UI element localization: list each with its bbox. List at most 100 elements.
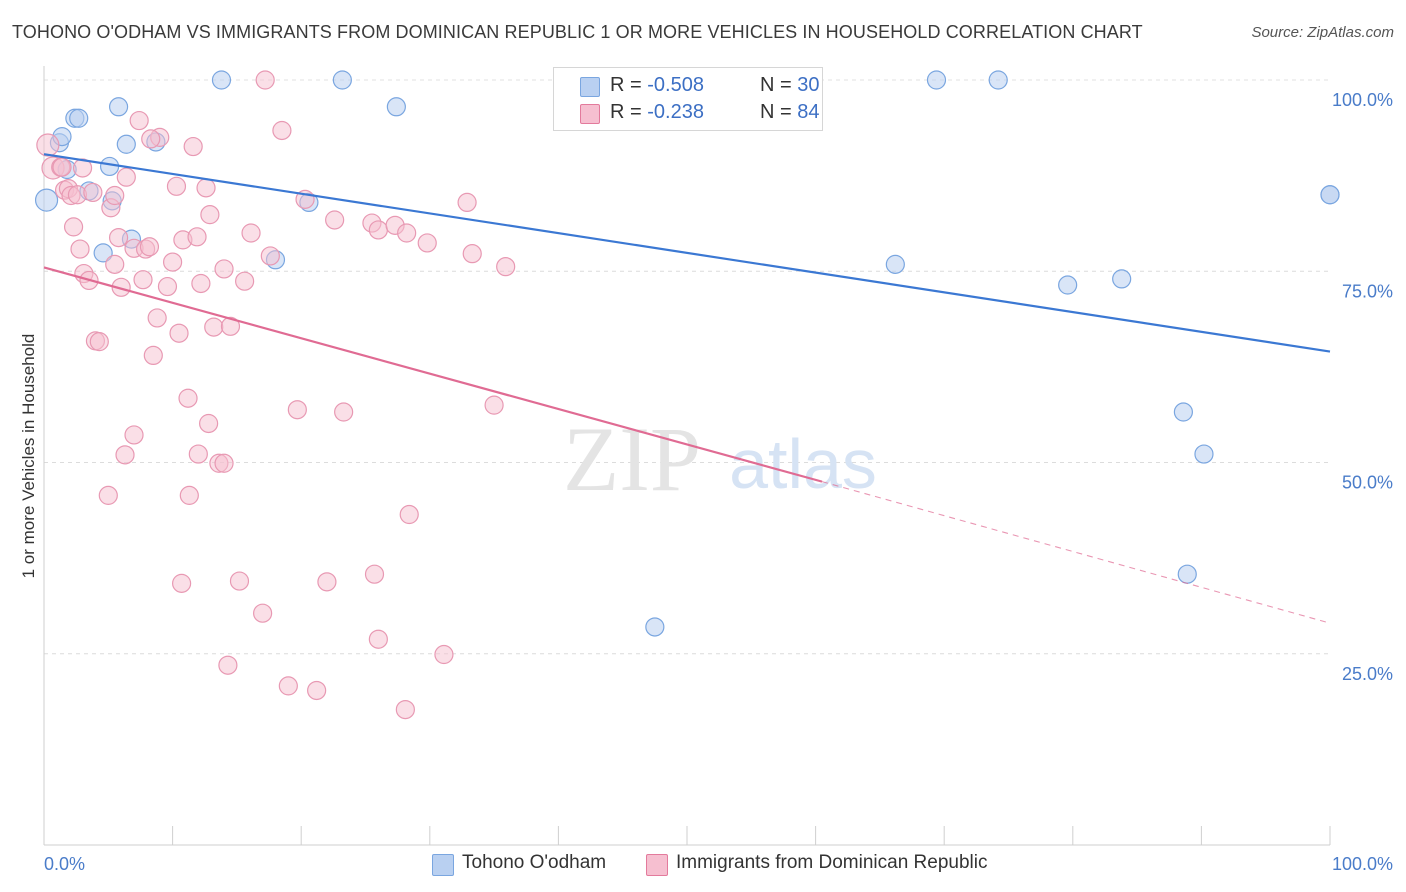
dominican-point-78 bbox=[278, 676, 298, 696]
dominican-point-75 bbox=[364, 564, 385, 584]
dominican-point-70 bbox=[214, 453, 234, 473]
tohono-point-29 bbox=[1320, 185, 1340, 205]
dominican-point-60 bbox=[462, 244, 482, 264]
dominican-point-33 bbox=[178, 388, 198, 408]
chart-title: TOHONO O'ODHAM VS IMMIGRANTS FROM DOMINI… bbox=[12, 22, 1143, 42]
dominican-point-41 bbox=[214, 259, 234, 279]
dominican-point-28 bbox=[157, 276, 178, 297]
dominican-point-66 bbox=[124, 425, 144, 445]
chart-source: Source: ZipAtlas.com bbox=[1251, 24, 1394, 41]
dominican-point-76 bbox=[368, 629, 388, 649]
dominican-point-67 bbox=[179, 485, 199, 505]
dominican-point-12 bbox=[83, 182, 103, 203]
y-tick-label-100: 100.0% bbox=[1332, 90, 1393, 110]
dominican-point-58 bbox=[434, 644, 454, 665]
tohono-point-23 bbox=[1058, 275, 1078, 295]
legend-r-tohono: R = -0.508 bbox=[610, 74, 704, 96]
series-legend: Tohono O'odham Immigrants from Dominican… bbox=[0, 851, 1406, 879]
dominican-point-74 bbox=[317, 572, 337, 592]
dominican-point-46 bbox=[272, 120, 292, 141]
dominican-point-80 bbox=[255, 70, 275, 90]
dominican-point-61 bbox=[484, 395, 504, 415]
dominican-trend-extension bbox=[821, 481, 1331, 624]
dominican-point-0 bbox=[36, 133, 60, 157]
legend-swatch-dominican bbox=[646, 854, 668, 876]
tohono-point-17 bbox=[332, 70, 352, 90]
grid-lines bbox=[44, 79, 1330, 655]
tohono-point-11 bbox=[116, 134, 136, 154]
dominican-point-31 bbox=[169, 323, 189, 343]
tohono-point-0 bbox=[34, 188, 59, 212]
dominican-point-50 bbox=[325, 210, 345, 230]
correlation-legend: R = -0.508 N = 30 R = -0.238 N = 84 bbox=[553, 67, 823, 131]
dominican-point-64 bbox=[98, 485, 118, 505]
tohono-point-7 bbox=[93, 243, 113, 263]
y-tick-label-25: 25.0% bbox=[1342, 664, 1393, 684]
tohono-point-14 bbox=[211, 70, 232, 90]
dominican-point-71 bbox=[172, 573, 192, 593]
x-tick-label-min: 0.0% bbox=[44, 854, 85, 874]
dominican-point-51 bbox=[334, 402, 354, 422]
dominican-point-25 bbox=[143, 345, 163, 365]
dominican-point-3 bbox=[52, 157, 72, 177]
dominican-point-83 bbox=[105, 185, 125, 206]
legend-label-dominican: Immigrants from Dominican Republic bbox=[676, 852, 988, 873]
dominican-point-68 bbox=[188, 444, 208, 464]
tohono-point-27 bbox=[1194, 444, 1214, 464]
tohono-point-25 bbox=[1173, 402, 1193, 422]
dominican-point-55 bbox=[397, 223, 417, 243]
tohono-point-22 bbox=[988, 70, 1008, 90]
dominican-point-14 bbox=[89, 332, 109, 352]
legend-n-tohono: N = 30 bbox=[760, 74, 820, 96]
y-tick-label-75: 75.0% bbox=[1342, 281, 1393, 301]
dominican-point-81 bbox=[141, 129, 161, 149]
dominican-point-34 bbox=[183, 136, 203, 157]
legend-n-dominican: N = 84 bbox=[760, 101, 820, 123]
dominican-point-73 bbox=[253, 603, 273, 623]
dominican-point-77 bbox=[218, 655, 238, 675]
legend-label-tohono: Tohono O'odham bbox=[462, 852, 607, 873]
dominican-point-59 bbox=[457, 192, 477, 212]
dominican-point-57 bbox=[417, 233, 437, 253]
tohono-trend-line bbox=[43, 153, 1331, 353]
axis-labels: 25.0% 50.0% 75.0% 100.0% 0.0% 100.0% 1 or more… bbox=[19, 90, 1393, 874]
watermark-zip: ZIP bbox=[563, 408, 701, 510]
dominican-point-45 bbox=[260, 246, 280, 266]
legend-swatch-tohono bbox=[432, 854, 454, 876]
tohono-point-18 bbox=[386, 97, 406, 117]
dominican-point-42 bbox=[220, 316, 241, 336]
dominican-point-26 bbox=[147, 308, 167, 328]
x-tick-label-max: 100.0% bbox=[1332, 854, 1393, 874]
y-axis-label: 1 or more Vehicles in Household bbox=[19, 334, 38, 579]
dominican-point-65 bbox=[115, 445, 135, 465]
dominican-point-69 bbox=[199, 413, 219, 434]
dominican-point-30 bbox=[166, 176, 187, 196]
dominican-point-62 bbox=[496, 257, 516, 277]
dominican-point-17 bbox=[108, 227, 129, 248]
legend-r-dominican: R = -0.238 bbox=[610, 101, 704, 123]
dominican-point-72 bbox=[229, 571, 250, 591]
tohono-point-26 bbox=[1177, 564, 1197, 584]
dominican-point-39 bbox=[204, 317, 224, 337]
dominican-point-49 bbox=[307, 680, 327, 701]
tohono-point-21 bbox=[926, 70, 947, 90]
dominican-point-9 bbox=[70, 239, 90, 259]
dominican-point-24 bbox=[139, 237, 160, 257]
dominican-point-36 bbox=[191, 273, 211, 294]
trend-lines bbox=[43, 153, 1331, 624]
dominican-point-79 bbox=[395, 699, 415, 720]
data-points bbox=[34, 70, 1340, 720]
dominican-point-7 bbox=[63, 217, 84, 237]
tohono-point-20 bbox=[885, 254, 905, 274]
dominican-point-43 bbox=[235, 271, 255, 291]
dominican-point-37 bbox=[196, 178, 216, 198]
tohono-point-24 bbox=[1112, 269, 1132, 289]
dominican-point-19 bbox=[116, 167, 136, 187]
dominican-point-44 bbox=[241, 223, 261, 243]
legend-swatch-tohono bbox=[580, 77, 600, 97]
dominican-point-82 bbox=[72, 158, 93, 178]
y-tick-label-50: 50.0% bbox=[1342, 473, 1393, 493]
tohono-point-19 bbox=[645, 617, 665, 637]
dominican-point-38 bbox=[200, 205, 220, 225]
